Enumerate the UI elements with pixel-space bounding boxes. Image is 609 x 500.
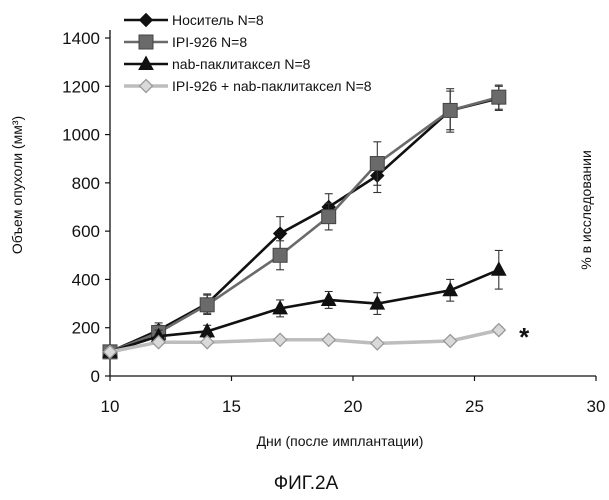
- annotations: *: [519, 322, 530, 352]
- series-lines: [103, 85, 506, 359]
- y-tick-label: 800: [72, 174, 100, 193]
- y-tick-label: 1200: [62, 77, 100, 96]
- legend-label: IPI-926 + nab-паклитаксел N=8: [172, 78, 372, 94]
- significance-asterisk: *: [519, 322, 530, 352]
- y-tick-label: 400: [72, 270, 100, 289]
- legend-label: IPI-926 N=8: [172, 34, 247, 50]
- data-point: [492, 262, 506, 275]
- series-line: [110, 330, 499, 352]
- y-tick-label: 1000: [62, 126, 100, 145]
- data-point: [322, 292, 336, 305]
- data-point: [492, 324, 505, 337]
- legend-label: Носитель N=8: [172, 12, 264, 28]
- series-2: [103, 85, 506, 359]
- data-point: [200, 298, 214, 312]
- series-1: [104, 86, 506, 358]
- data-point: [371, 337, 384, 350]
- x-tick-label: 25: [465, 397, 484, 416]
- data-point: [370, 157, 384, 171]
- x-axis-title: Дни (после имплантации): [257, 433, 424, 449]
- x-tick-label: 15: [222, 397, 241, 416]
- data-point: [201, 336, 214, 349]
- legend-marker: [140, 14, 153, 27]
- x-tick-label: 30: [587, 397, 606, 416]
- data-point: [322, 333, 335, 346]
- data-point: [322, 210, 336, 224]
- data-point: [443, 103, 457, 117]
- x-tick-label: 20: [344, 397, 363, 416]
- legend-entry-3: nab-паклитаксел N=8: [124, 56, 311, 72]
- legend-marker: [140, 80, 153, 93]
- data-point: [444, 334, 457, 347]
- legend: Носитель N=8 IPI-926 N=8 nab-паклитаксел N…: [124, 12, 372, 94]
- legend-entry-2: IPI-926 N=8: [124, 34, 247, 50]
- y-axis-title: Объем опухоли (мм³): [9, 116, 25, 254]
- series-line: [110, 98, 499, 352]
- y-tick-label: 0: [91, 367, 100, 386]
- x-tick-label: 10: [101, 397, 120, 416]
- y-tick-label: 200: [72, 319, 100, 338]
- data-point: [492, 90, 506, 104]
- series-line: [110, 97, 499, 352]
- y-tick-label: 600: [72, 222, 100, 241]
- right-axis-title: % в исследовании: [578, 150, 594, 270]
- legend-label: nab-паклитаксел N=8: [172, 56, 311, 72]
- legend-entry-1: Носитель N=8: [124, 12, 264, 28]
- figure-caption: ФИГ.2А: [274, 473, 339, 494]
- data-point: [274, 333, 287, 346]
- legend-marker: [139, 35, 153, 49]
- legend-entry-4: IPI-926 + nab-паклитаксел N=8: [124, 78, 372, 94]
- data-point: [273, 248, 287, 262]
- y-tick-label: 1400: [62, 29, 100, 48]
